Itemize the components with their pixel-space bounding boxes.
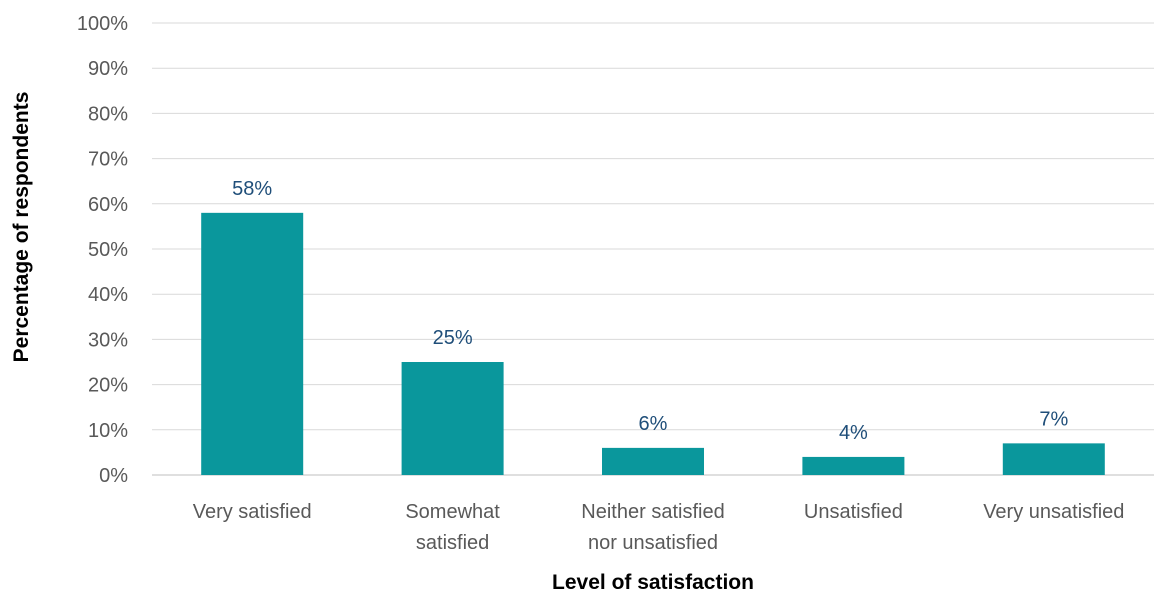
y-tick-label: 80% bbox=[88, 103, 128, 125]
y-tick-label: 50% bbox=[88, 239, 128, 261]
bar bbox=[1002, 443, 1105, 475]
category-label: Very satisfied bbox=[193, 501, 312, 523]
category-label-line: Unsatisfied bbox=[804, 501, 903, 523]
data-labels: 58% 25% 6% 4% 7% bbox=[232, 178, 1068, 444]
category-label-line: satisfied bbox=[416, 532, 489, 554]
category-label-line: Very satisfied bbox=[193, 501, 312, 523]
y-tick-label: 60% bbox=[88, 194, 128, 216]
category-label: Neither satisfied nor unsatisfied bbox=[581, 501, 724, 554]
category-label-line: Somewhat bbox=[405, 501, 500, 523]
bar bbox=[802, 456, 905, 475]
category-label-line: nor unsatisfied bbox=[588, 532, 718, 554]
y-tick-label: 10% bbox=[88, 420, 128, 442]
category-label: Somewhat satisfied bbox=[405, 501, 500, 554]
y-axis-ticks: 0% 10% 20% 30% 40% 50% 60% 70% 80% 90% 100% bbox=[77, 13, 128, 487]
y-tick-label: 30% bbox=[88, 329, 128, 351]
category-label-line: Neither satisfied bbox=[581, 501, 724, 523]
category-label: Unsatisfied bbox=[804, 501, 903, 523]
y-tick-label: 70% bbox=[88, 149, 128, 171]
y-tick-label: 90% bbox=[88, 58, 128, 80]
data-label: 6% bbox=[639, 413, 668, 435]
data-label: 4% bbox=[839, 422, 868, 444]
bar bbox=[401, 362, 504, 475]
data-label: 58% bbox=[232, 178, 272, 200]
x-axis-title: Level of satisfaction bbox=[552, 571, 754, 594]
y-tick-label: 0% bbox=[99, 465, 128, 487]
gridlines bbox=[152, 22, 1154, 476]
y-tick-label: 40% bbox=[88, 284, 128, 306]
category-label-line: Very unsatisfied bbox=[983, 501, 1124, 523]
category-labels: Very satisfied Somewhat satisfied Neither s… bbox=[193, 501, 1125, 554]
bar bbox=[602, 447, 704, 475]
bars bbox=[201, 212, 1105, 475]
category-label: Very unsatisfied bbox=[983, 501, 1124, 523]
data-label: 25% bbox=[433, 327, 473, 349]
y-tick-label: 100% bbox=[77, 13, 128, 35]
y-tick-label: 20% bbox=[88, 375, 128, 397]
y-axis-title: Percentage of respondents bbox=[10, 92, 33, 363]
bar bbox=[201, 212, 304, 475]
data-label: 7% bbox=[1039, 408, 1068, 430]
